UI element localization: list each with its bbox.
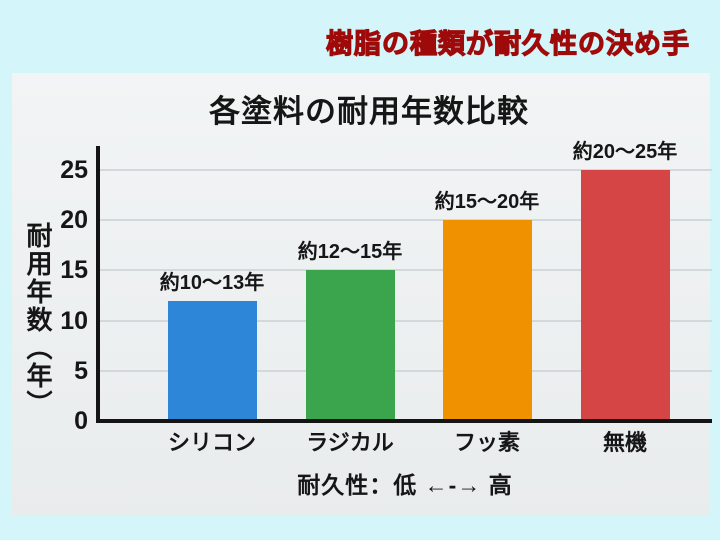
gridline-10 [96, 319, 712, 322]
x-category-label-3: 無機 [602, 430, 647, 455]
gridline-5 [96, 369, 712, 372]
y-tick-label-20: 20 [60, 206, 88, 235]
gridline-20 [96, 219, 712, 222]
bar-シリコン [167, 300, 257, 421]
durability-caption: 耐久性：低 ←-→ 高 [297, 472, 513, 498]
bar-value-label-1: 約12〜15年 [297, 241, 403, 264]
chart-title: 各塗料の耐用年数比較 [209, 94, 529, 129]
bar-value-label-3: 約20〜25年 [572, 141, 678, 163]
x-category-label-1: ラジカル [306, 430, 394, 455]
y-axis-title: 耐用年数（年） [23, 222, 53, 418]
bar-value-label-2: 約15〜20年 [434, 191, 540, 214]
bar-value-label-0: 約10〜13年 [159, 271, 265, 294]
bar-ラジカル [305, 270, 395, 421]
slide-heading: 樹脂の種類が耐久性の決め手 [325, 28, 690, 59]
bar-フッ素 [442, 220, 532, 421]
y-tick-label-10: 10 [60, 306, 88, 335]
y-axis-line [96, 146, 100, 423]
x-category-label-0: シリコン [167, 430, 256, 455]
x-category-label-2: フッ素 [453, 430, 520, 455]
x-axis-line [96, 419, 712, 423]
y-tick-label-15: 15 [60, 256, 88, 285]
y-tick-label-5: 5 [74, 356, 88, 385]
gridline-15 [96, 269, 712, 272]
gridline-25 [96, 169, 712, 171]
y-tick-label-0: 0 [74, 407, 88, 435]
y-tick-label-25: 25 [60, 156, 88, 184]
bar-無機 [580, 170, 670, 421]
